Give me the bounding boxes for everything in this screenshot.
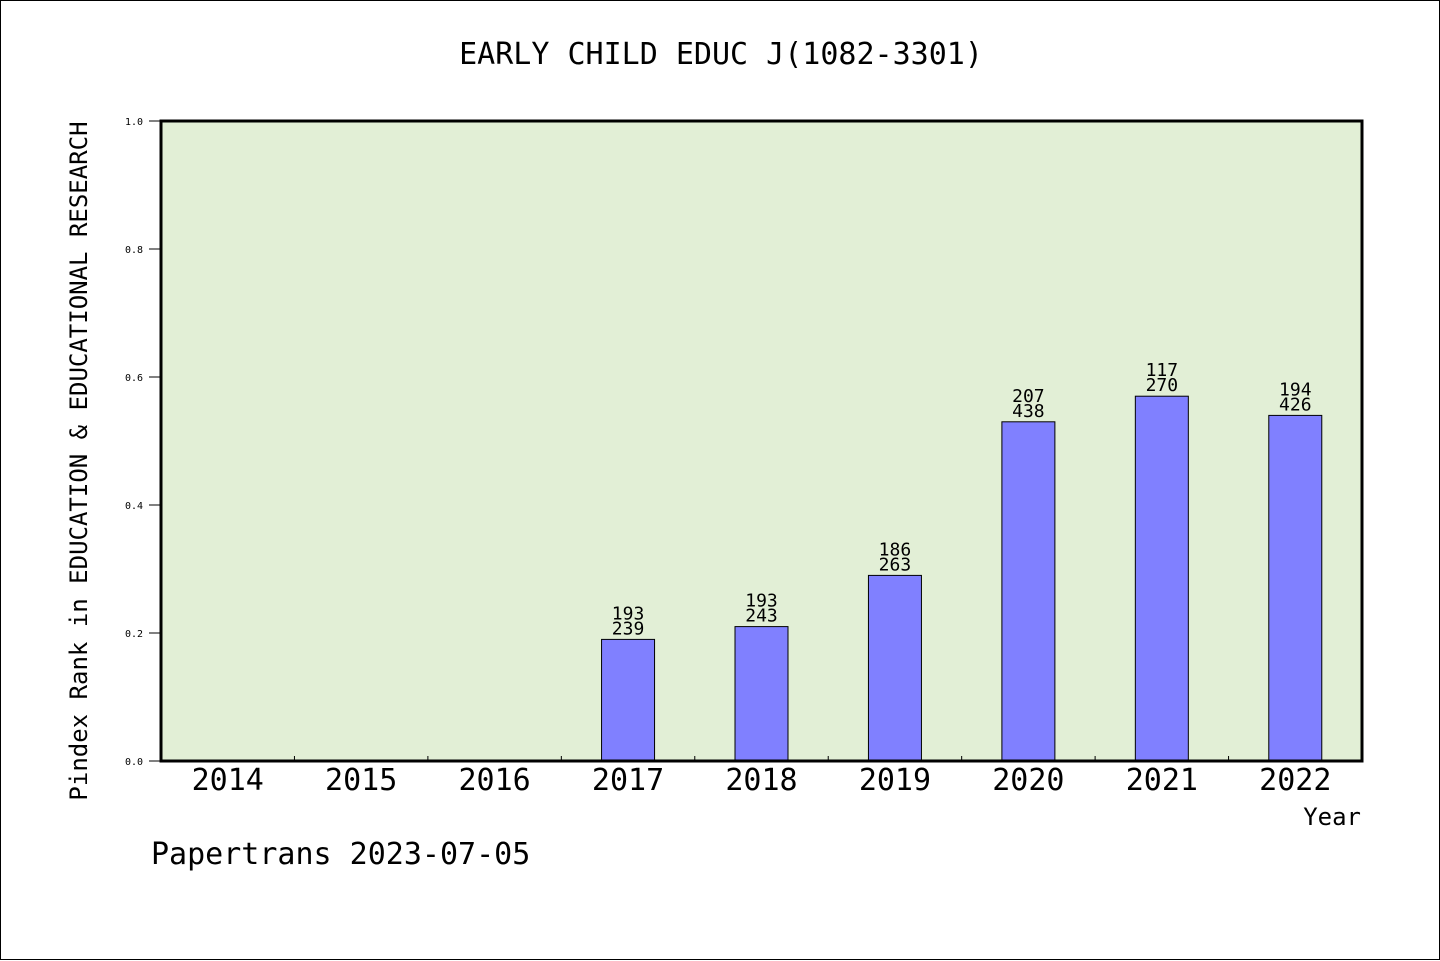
- x-tick-label: 2020: [992, 763, 1064, 798]
- bar-rank-label: 207: [1012, 386, 1045, 407]
- x-tick-label: 2016: [458, 763, 530, 798]
- bar-total-label: 270: [1146, 375, 1179, 396]
- bar-total-label: 426: [1279, 394, 1312, 415]
- y-tick-label: 0.8: [125, 245, 143, 256]
- x-tick-label: 2019: [859, 763, 931, 798]
- bar: [1268, 414, 1323, 762]
- bar-total-label: 243: [745, 606, 778, 627]
- plot-border: [159, 119, 1364, 763]
- x-axis-label: Year: [1303, 803, 1361, 831]
- watermark-text: Papertrans 2023-07-05: [151, 837, 531, 872]
- bar-rank-label: 193: [745, 591, 778, 612]
- x-tick-label: 2021: [1126, 763, 1198, 798]
- y-tick-label: 0.4: [125, 501, 143, 512]
- y-tick-label: 1.0: [125, 117, 143, 128]
- x-tick-label: 2018: [725, 763, 797, 798]
- x-tick-label: 2015: [325, 763, 397, 798]
- bar-total-label: 263: [879, 554, 912, 575]
- bar-rank-label: 193: [612, 603, 645, 624]
- bar-total-label: 239: [612, 618, 645, 639]
- y-tick-label: 0.6: [125, 373, 143, 384]
- bar-total-label: 438: [1012, 401, 1045, 422]
- bar: [601, 638, 656, 762]
- bar: [867, 574, 922, 762]
- chart-title: EARLY CHILD EDUC J(1082-3301): [459, 37, 983, 72]
- y-tick-label: 0.2: [125, 629, 143, 640]
- x-tick-label: 2017: [592, 763, 664, 798]
- bar-rank-label: 117: [1146, 360, 1179, 381]
- bar: [1001, 421, 1056, 762]
- bar-rank-label: 194: [1279, 379, 1312, 400]
- bar: [1134, 395, 1189, 762]
- bar-rank-label: 186: [879, 539, 912, 560]
- y-tick-label: 0.0: [125, 757, 143, 768]
- bar: [734, 626, 789, 762]
- x-tick-label: 2022: [1259, 763, 1331, 798]
- x-tick-label: 2014: [192, 763, 264, 798]
